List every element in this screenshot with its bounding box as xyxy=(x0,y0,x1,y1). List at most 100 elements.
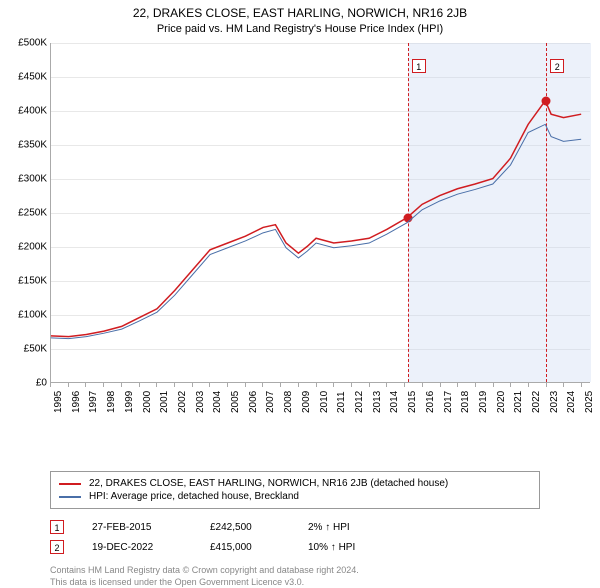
y-axis-label: £150K xyxy=(7,276,47,287)
x-tick xyxy=(422,383,423,387)
legend-swatch xyxy=(59,483,81,485)
x-axis-label: 2021 xyxy=(513,391,524,413)
footer-line-2: This data is licensed under the Open Gov… xyxy=(50,577,600,588)
y-axis-label: £200K xyxy=(7,242,47,253)
x-axis-label: 2014 xyxy=(389,391,400,413)
x-tick xyxy=(298,383,299,387)
x-tick xyxy=(546,383,547,387)
y-axis-label: £450K xyxy=(7,72,47,83)
x-tick xyxy=(121,383,122,387)
legend-item: HPI: Average price, detached house, Brec… xyxy=(59,490,531,503)
x-tick xyxy=(493,383,494,387)
x-axis-label: 1999 xyxy=(124,391,135,413)
y-axis-label: £0 xyxy=(7,378,47,389)
x-axis-label: 2024 xyxy=(566,391,577,413)
x-axis-label: 2025 xyxy=(584,391,595,413)
x-tick xyxy=(386,383,387,387)
x-tick xyxy=(404,383,405,387)
y-axis-label: £250K xyxy=(7,208,47,219)
x-tick xyxy=(457,383,458,387)
legend-label: 22, DRAKES CLOSE, EAST HARLING, NORWICH,… xyxy=(89,478,448,489)
legend-label: HPI: Average price, detached house, Brec… xyxy=(89,491,299,502)
x-axis-label: 2005 xyxy=(230,391,241,413)
x-tick xyxy=(192,383,193,387)
x-axis-label: 1995 xyxy=(53,391,64,413)
x-axis-label: 2000 xyxy=(142,391,153,413)
transaction-diff: 2% ↑ HPI xyxy=(308,522,350,533)
y-axis-label: £350K xyxy=(7,140,47,151)
transaction-price: £415,000 xyxy=(210,542,280,553)
x-axis-label: 1997 xyxy=(88,391,99,413)
x-axis-label: 2023 xyxy=(549,391,560,413)
chart-lines xyxy=(51,43,590,382)
x-axis-label: 2003 xyxy=(195,391,206,413)
footer-attribution: Contains HM Land Registry data © Crown c… xyxy=(50,565,600,588)
transaction-badge: 2 xyxy=(50,540,64,554)
y-axis-label: £100K xyxy=(7,310,47,321)
y-axis-label: £300K xyxy=(7,174,47,185)
x-axis-label: 2020 xyxy=(496,391,507,413)
chart-subtitle: Price paid vs. HM Land Registry's House … xyxy=(0,20,600,39)
x-tick xyxy=(262,383,263,387)
y-axis-label: £500K xyxy=(7,38,47,49)
transaction-diff: 10% ↑ HPI xyxy=(308,542,355,553)
series-hpi xyxy=(51,124,581,338)
transaction-price: £242,500 xyxy=(210,522,280,533)
x-tick xyxy=(369,383,370,387)
chart-plot-area: £0£50K£100K£150K£200K£250K£300K£350K£400… xyxy=(50,43,590,383)
transactions-table: 1 27-FEB-2015 £242,500 2% ↑ HPI 2 19-DEC-2022… xyxy=(50,517,600,557)
x-tick xyxy=(174,383,175,387)
x-tick xyxy=(475,383,476,387)
series-property xyxy=(51,101,581,337)
x-axis-label: 2007 xyxy=(265,391,276,413)
x-axis-label: 2015 xyxy=(407,391,418,413)
x-tick xyxy=(440,383,441,387)
footer-line-1: Contains HM Land Registry data © Crown c… xyxy=(50,565,600,577)
x-tick xyxy=(280,383,281,387)
y-axis-label: £400K xyxy=(7,106,47,117)
x-tick xyxy=(528,383,529,387)
x-axis-label: 2010 xyxy=(319,391,330,413)
x-axis-label: 2011 xyxy=(336,391,347,413)
x-tick xyxy=(316,383,317,387)
legend-item: 22, DRAKES CLOSE, EAST HARLING, NORWICH,… xyxy=(59,477,531,490)
x-axis-label: 2013 xyxy=(372,391,383,413)
x-tick xyxy=(103,383,104,387)
transaction-row: 2 19-DEC-2022 £415,000 10% ↑ HPI xyxy=(50,537,600,557)
x-tick xyxy=(50,383,51,387)
x-axis-label: 2012 xyxy=(354,391,365,413)
x-axis-label: 2004 xyxy=(212,391,223,413)
x-axis-label: 2002 xyxy=(177,391,188,413)
x-tick xyxy=(351,383,352,387)
x-axis-label: 2016 xyxy=(425,391,436,413)
x-axis-label: 1996 xyxy=(71,391,82,413)
x-tick xyxy=(563,383,564,387)
x-tick xyxy=(227,383,228,387)
transaction-date: 27-FEB-2015 xyxy=(92,522,182,533)
x-tick xyxy=(581,383,582,387)
x-axis-label: 2018 xyxy=(460,391,471,413)
x-axis-label: 2009 xyxy=(301,391,312,413)
x-axis-label: 2019 xyxy=(478,391,489,413)
x-axis-label: 2022 xyxy=(531,391,542,413)
chart-title: 22, DRAKES CLOSE, EAST HARLING, NORWICH,… xyxy=(0,0,600,20)
x-tick xyxy=(510,383,511,387)
x-axis-label: 2017 xyxy=(443,391,454,413)
x-tick xyxy=(209,383,210,387)
legend-box: 22, DRAKES CLOSE, EAST HARLING, NORWICH,… xyxy=(50,471,540,509)
x-axis-label: 2001 xyxy=(159,391,170,413)
transaction-row: 1 27-FEB-2015 £242,500 2% ↑ HPI xyxy=(50,517,600,537)
x-tick xyxy=(156,383,157,387)
x-axis-labels: 1995 1996 1997 1998 1999 2000 2001 2002 2003 2004… xyxy=(50,383,590,423)
x-tick xyxy=(68,383,69,387)
y-axis-label: £50K xyxy=(7,344,47,355)
x-axis-label: 2008 xyxy=(283,391,294,413)
transaction-badge: 1 xyxy=(50,520,64,534)
x-tick xyxy=(245,383,246,387)
x-axis-label: 1998 xyxy=(106,391,117,413)
x-tick xyxy=(333,383,334,387)
legend-swatch xyxy=(59,496,81,498)
x-tick xyxy=(139,383,140,387)
x-tick xyxy=(85,383,86,387)
transaction-date: 19-DEC-2022 xyxy=(92,542,182,553)
